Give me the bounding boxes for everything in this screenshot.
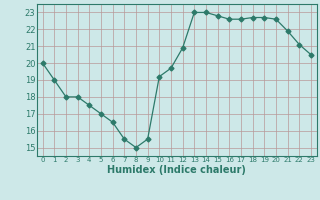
X-axis label: Humidex (Indice chaleur): Humidex (Indice chaleur) (108, 165, 246, 175)
